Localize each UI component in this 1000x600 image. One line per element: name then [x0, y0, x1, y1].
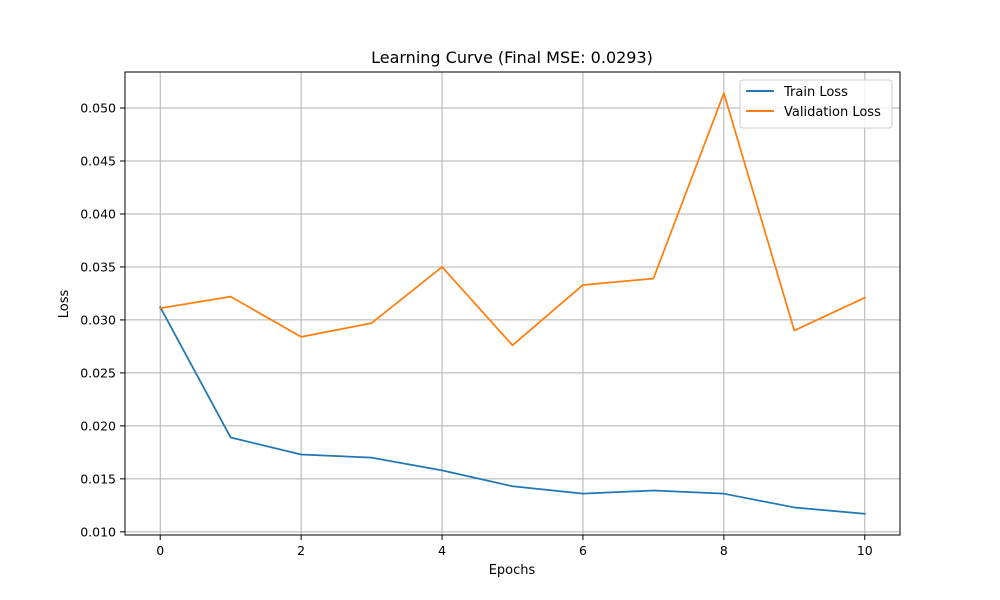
y-tick-label: 0.035 — [80, 259, 116, 274]
x-tick-label: 10 — [857, 543, 873, 558]
chart-title: Learning Curve (Final MSE: 0.0293) — [371, 48, 653, 67]
y-axis-label: Loss — [57, 290, 72, 319]
legend-label-validation-loss: Validation Loss — [784, 105, 881, 120]
y-tick-label: 0.010 — [80, 524, 116, 539]
x-tick-label: 0 — [156, 543, 164, 558]
x-tick-label: 8 — [720, 543, 728, 558]
y-tick-label: 0.045 — [80, 153, 116, 168]
legend-box — [739, 79, 893, 129]
x-tick-label: 2 — [297, 543, 305, 558]
legend: Train Loss Validation Loss — [739, 79, 893, 129]
y-tick-label: 0.015 — [80, 471, 116, 486]
y-tick-label: 0.050 — [80, 101, 116, 116]
y-axis-ticks: 0.010 0.015 0.020 0.025 0.030 0.035 0.040 0.045… — [80, 101, 125, 539]
y-tick-label: 0.030 — [80, 312, 116, 327]
grid-lines — [125, 72, 900, 535]
series-line-train-loss — [159, 306, 866, 515]
series-line-validation-loss — [159, 92, 866, 347]
y-tick-label: 0.040 — [80, 206, 116, 221]
x-axis-ticks: 0 2 4 6 8 10 — [156, 535, 873, 558]
x-tick-label: 6 — [579, 543, 587, 558]
plot-series — [159, 92, 866, 515]
plot-area-frame — [124, 71, 901, 536]
y-tick-label: 0.025 — [80, 365, 116, 380]
legend-label-train-loss: Train Loss — [783, 85, 848, 100]
x-axis-label: Epochs — [489, 563, 536, 578]
x-tick-label: 4 — [438, 543, 446, 558]
y-tick-label: 0.020 — [80, 418, 116, 433]
